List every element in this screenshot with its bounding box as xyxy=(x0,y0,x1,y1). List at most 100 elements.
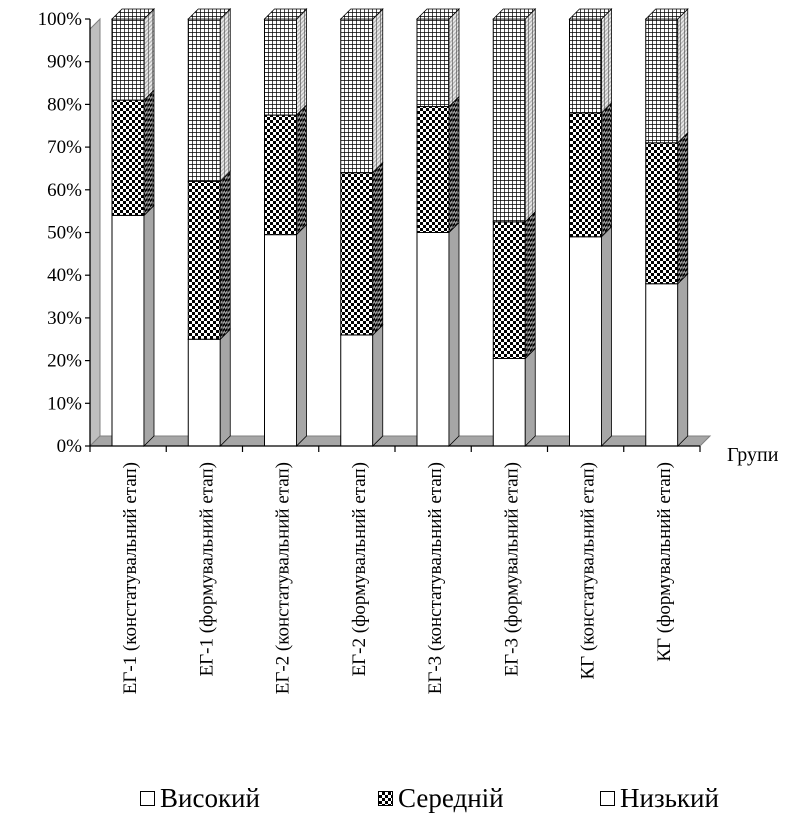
legend-label-high: Високий xyxy=(160,783,260,813)
bar-stack xyxy=(644,8,689,447)
legend-item-high: Високий xyxy=(140,783,260,813)
y-tick-label: 70% xyxy=(47,137,82,158)
plot-walls xyxy=(88,17,712,448)
bar-segment xyxy=(187,180,221,340)
bar-stack xyxy=(416,8,460,447)
bar-side xyxy=(524,347,536,447)
category-label: КГ (формувальний етап) xyxy=(654,462,675,662)
y-tick-label: 90% xyxy=(47,52,82,73)
y-tick-label: 80% xyxy=(47,94,82,115)
legend-swatch-high xyxy=(140,790,155,806)
y-tick-label: 0% xyxy=(57,436,83,457)
y-tick-label: 10% xyxy=(47,393,82,414)
bar-side xyxy=(296,223,307,447)
bar-side xyxy=(601,101,612,238)
x-axis: ЕГ-1 (констатувальний етап) ЕГ-1 (формува… xyxy=(89,444,779,694)
bar-segment xyxy=(111,214,145,447)
legend-swatch-medium xyxy=(378,790,393,806)
y-tick-label: 50% xyxy=(47,223,82,244)
bar-side xyxy=(219,8,231,183)
bar-side xyxy=(143,204,155,447)
bar-side xyxy=(143,89,155,217)
x-axis-title: Групи xyxy=(727,444,779,466)
category-label: ЕГ-2 (констатувальний етап) xyxy=(273,462,294,694)
legend-item-low: Низький xyxy=(600,783,719,813)
y-tick-label: 60% xyxy=(47,180,82,201)
bar-stack xyxy=(263,8,308,447)
bar-segment xyxy=(340,172,374,336)
legend-item-medium: Середній xyxy=(378,783,504,813)
bar-segment xyxy=(416,232,450,447)
category-label: ЕГ-2 (формувальний етап) xyxy=(349,462,370,676)
floor xyxy=(88,435,712,447)
legend: Високий Середній Низький xyxy=(0,783,800,817)
bar-segment xyxy=(340,18,374,174)
bar-top xyxy=(187,8,232,20)
bar-segment xyxy=(111,99,145,216)
bar-segment xyxy=(569,112,602,238)
legend-label-medium: Середній xyxy=(398,783,504,813)
bar-top xyxy=(339,8,384,20)
category-label: ЕГ-3 (констатувальний етап) xyxy=(425,462,446,694)
bar-side xyxy=(296,8,307,117)
bar-side xyxy=(448,221,460,447)
y-tick-label: 30% xyxy=(47,308,82,329)
bar-segment xyxy=(416,18,450,108)
bar-side xyxy=(601,225,612,447)
bar-segment xyxy=(187,18,221,182)
category-label: ЕГ-1 (констатувальний етап) xyxy=(120,462,141,694)
bar-segment xyxy=(645,283,679,447)
bar-segment xyxy=(492,18,526,223)
bar-side xyxy=(372,161,384,336)
bar-side xyxy=(143,8,155,102)
bar-stack xyxy=(187,8,232,447)
bar-side xyxy=(677,8,689,144)
legend-swatch-low xyxy=(600,790,615,806)
bar-segment xyxy=(187,338,221,447)
bar-segment xyxy=(416,106,450,233)
bar-side xyxy=(677,272,689,447)
bar-segment xyxy=(569,236,602,447)
bar-segment xyxy=(492,357,526,447)
bar-stack xyxy=(111,8,155,447)
bar-side xyxy=(296,104,307,236)
bar-segment xyxy=(264,114,297,236)
bar-side xyxy=(219,170,231,341)
bar-top xyxy=(416,8,460,20)
side-wall xyxy=(89,17,101,448)
category-label: ЕГ-1 (формувальний етап) xyxy=(196,462,217,676)
y-tick-label: 40% xyxy=(47,265,82,286)
y-axis: 0% 10% 20% 30% 40% 50% 60% 70% 80% 90% 100% xyxy=(38,9,91,457)
bar-top xyxy=(644,8,689,20)
category-label: КГ (констатувальний етап) xyxy=(578,462,599,680)
bar-top xyxy=(111,8,155,20)
bar-side xyxy=(219,328,231,447)
bar-top xyxy=(263,8,308,20)
y-tick-label: 20% xyxy=(47,351,82,372)
bar-side xyxy=(448,8,460,108)
bar-segment xyxy=(340,334,374,447)
bar-side xyxy=(524,8,536,223)
bar-segment xyxy=(645,18,679,144)
bar-side xyxy=(372,8,384,174)
bar-segment xyxy=(492,221,526,359)
bar-segment xyxy=(264,18,297,116)
bar-segment xyxy=(645,142,679,285)
bar-stack xyxy=(339,8,384,447)
bar-side xyxy=(524,210,536,360)
bar-segment xyxy=(569,18,602,114)
category-label: ЕГ-3 (формувальний етап) xyxy=(501,462,522,676)
bar-stack xyxy=(492,8,537,447)
bar-stack xyxy=(568,8,613,447)
bar-side xyxy=(448,95,460,234)
bars xyxy=(111,8,689,447)
bar-side xyxy=(601,8,612,114)
bar-side xyxy=(677,131,689,285)
bar-top xyxy=(568,8,613,20)
bar-side xyxy=(372,324,384,447)
legend-label-low: Низький xyxy=(620,783,719,813)
y-tick-label: 100% xyxy=(38,9,83,30)
bar-segment xyxy=(111,18,145,101)
bar-top xyxy=(492,8,537,20)
